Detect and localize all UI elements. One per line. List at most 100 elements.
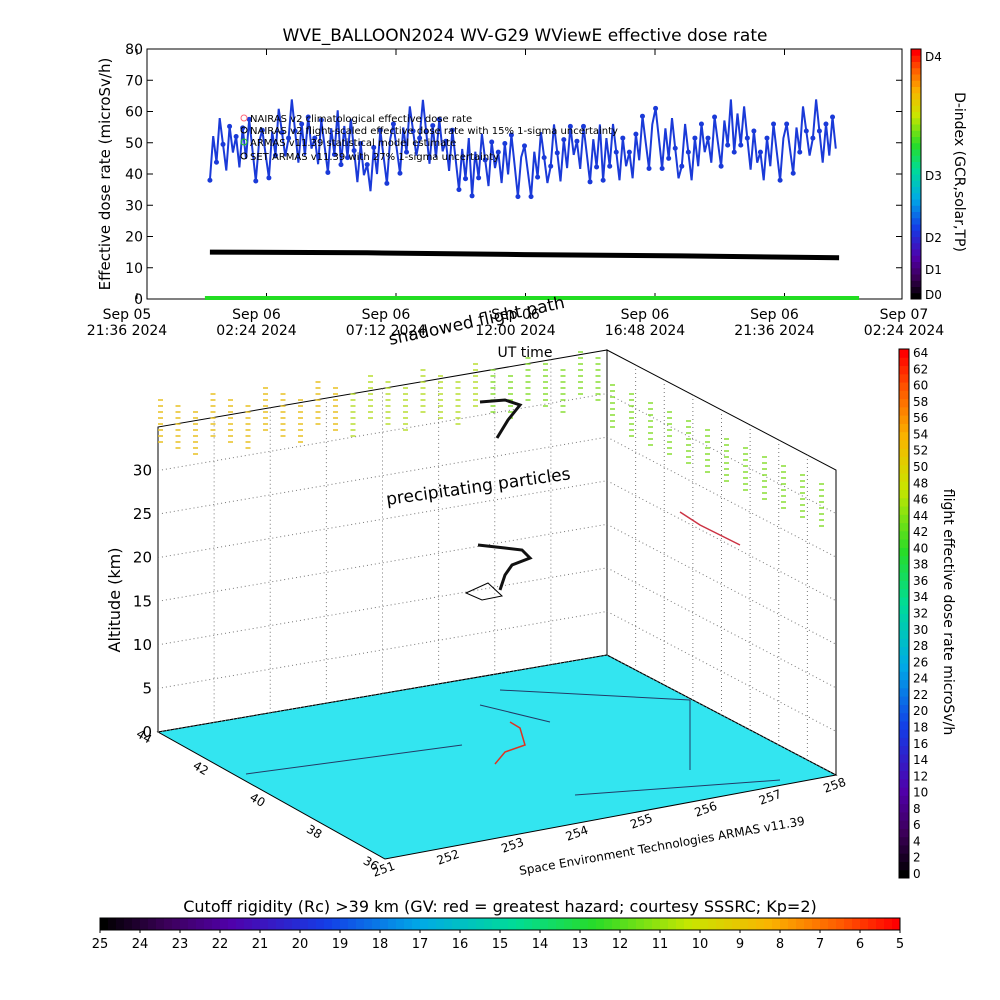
altitude-tick-label: 5 bbox=[142, 679, 152, 697]
map-line bbox=[479, 704, 551, 723]
armas-dose-point bbox=[508, 132, 514, 138]
armas-dose-point bbox=[666, 155, 672, 161]
d-index-color-segment bbox=[911, 242, 921, 250]
dose-color-segment bbox=[899, 630, 909, 639]
x-tick-label: Sep 07 bbox=[880, 307, 929, 323]
dose-color-segment bbox=[899, 522, 909, 532]
armas-dose-point bbox=[751, 128, 757, 134]
armas-dose-point bbox=[784, 121, 790, 127]
dose-color-segment bbox=[899, 729, 909, 738]
dose-tick-label: 2 bbox=[913, 851, 921, 865]
dose-tick-label: 16 bbox=[913, 737, 928, 751]
altitude-gridline bbox=[606, 436, 837, 558]
dose-tick-label: 44 bbox=[913, 509, 928, 523]
armas-dose-point bbox=[613, 149, 619, 155]
legend-entry: SET ARMAS v11.39 with 27% 1-sigma uncert… bbox=[250, 152, 499, 163]
rigidity-color-segment bbox=[660, 918, 669, 930]
dose-color-segment bbox=[899, 539, 909, 548]
armas-dose-point bbox=[744, 135, 750, 141]
dose-color-segment bbox=[899, 762, 909, 772]
rigidity-color-segment bbox=[172, 918, 181, 930]
armas-dose-point bbox=[823, 121, 829, 127]
y-tick-label: 70 bbox=[125, 73, 143, 89]
armas-dose-point bbox=[790, 170, 796, 176]
armas-dose-point bbox=[620, 135, 626, 141]
dose-tick-label: 24 bbox=[913, 672, 928, 686]
rigidity-tick-label: 14 bbox=[532, 937, 549, 952]
latitude-tick-label: 38 bbox=[304, 822, 324, 842]
rigidity-color-segment bbox=[556, 918, 565, 930]
legend-entry: ARMAS v11.39 statistical model estimate bbox=[250, 138, 456, 149]
armas-dose-point bbox=[272, 152, 278, 158]
dose-color-segment bbox=[899, 472, 909, 482]
x-tick-label: 12:00 2024 bbox=[475, 323, 556, 339]
dose-color-segment bbox=[899, 679, 909, 689]
d-index-color-segment bbox=[911, 55, 921, 62]
rigidity-color-segment bbox=[268, 918, 277, 930]
d-index-color-segment bbox=[911, 142, 921, 150]
x-tick-label: 02:24 2024 bbox=[864, 323, 945, 339]
dose-color-segment bbox=[899, 456, 909, 466]
dose-tick-label: 18 bbox=[913, 720, 928, 734]
dose-color-segment bbox=[899, 588, 909, 598]
rigidity-color-segment bbox=[380, 918, 389, 930]
armas-dose-point bbox=[646, 166, 652, 172]
x-tick-label: Sep 06 bbox=[362, 307, 411, 323]
armas-dose-point bbox=[312, 135, 318, 141]
map-line bbox=[245, 744, 463, 775]
armas-dose-point bbox=[718, 163, 724, 169]
dose-tick-label: 6 bbox=[913, 818, 921, 832]
rigidity-tick-label: 13 bbox=[572, 937, 589, 952]
rigidity-color-segment bbox=[756, 918, 765, 930]
precipitating-particles-marks bbox=[158, 351, 824, 527]
shadowed-track-wall bbox=[679, 511, 741, 546]
rigidity-color-segment bbox=[700, 918, 709, 930]
rigidity-color-segment bbox=[244, 918, 253, 930]
rigidity-color-segment bbox=[404, 918, 413, 930]
rigidity-color-segment bbox=[188, 918, 197, 930]
rigidity-color-segment bbox=[636, 918, 645, 930]
rigidity-color-segment bbox=[396, 918, 405, 930]
armas-dose-point bbox=[633, 131, 639, 137]
y-tick-label: 10 bbox=[125, 261, 143, 277]
dose-tick-label: 48 bbox=[913, 476, 928, 490]
armas-dose-point bbox=[482, 157, 488, 163]
rigidity-color-segment bbox=[572, 918, 581, 930]
armas-dose-point bbox=[246, 116, 252, 122]
armas-dose-point bbox=[390, 121, 396, 127]
d-index-color-segment bbox=[911, 111, 921, 119]
armas-dose-point bbox=[449, 127, 455, 133]
dose-tick-label: 32 bbox=[913, 607, 928, 621]
d-index-tick-label: D1 bbox=[925, 263, 942, 277]
armas-dose-point bbox=[463, 176, 469, 182]
rigidity-color-segment bbox=[580, 918, 589, 930]
dose-color-segment bbox=[899, 687, 909, 697]
dose-color-segment bbox=[899, 737, 909, 747]
rigidity-color-segment bbox=[220, 918, 229, 930]
rigidity-color-segment bbox=[116, 918, 125, 930]
dose-color-segment bbox=[899, 646, 909, 656]
dose-tick-label: 8 bbox=[913, 802, 921, 816]
rigidity-color-segment bbox=[476, 918, 485, 930]
rigidity-tick-label: 17 bbox=[412, 937, 429, 952]
dose-color-segment bbox=[899, 720, 909, 730]
armas-dose-point bbox=[377, 127, 383, 133]
d-index-color-segment bbox=[911, 230, 921, 237]
rigidity-color-segment bbox=[292, 918, 301, 930]
rigidity-color-segment bbox=[388, 918, 397, 930]
rigidity-color-segment bbox=[644, 918, 653, 930]
rigidity-color-segment bbox=[164, 918, 173, 930]
armas-dose-point bbox=[430, 123, 436, 129]
rigidity-color-segment bbox=[468, 918, 477, 930]
armas-dose-point bbox=[318, 117, 324, 123]
flight-track-shadow bbox=[464, 582, 504, 601]
dose-tick-label: 22 bbox=[913, 688, 928, 702]
armas-dose-point bbox=[253, 178, 259, 184]
armas-dose-point bbox=[554, 150, 560, 156]
dose-color-segment bbox=[899, 596, 909, 606]
dose-tick-label: 36 bbox=[913, 574, 928, 588]
d-index-tick-label: D3 bbox=[925, 169, 942, 183]
longitude-tick-label: 255 bbox=[628, 811, 654, 832]
armas-dose-point bbox=[810, 135, 816, 141]
